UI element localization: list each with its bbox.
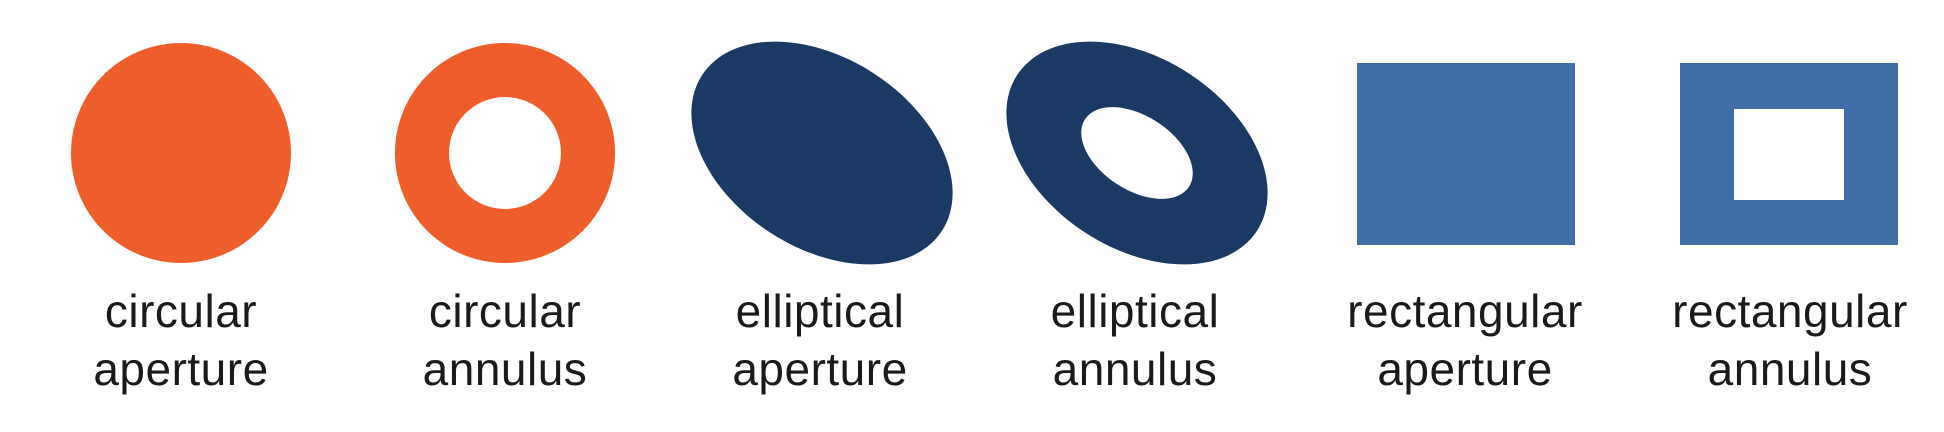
circular-annulus-shape <box>394 42 616 264</box>
circular-aperture-label-line1: circular <box>104 285 258 337</box>
elliptical-annulus-label: elliptical annulus <box>1005 282 1265 398</box>
elliptical-aperture-label-line2: aperture <box>732 343 908 395</box>
circular-aperture-label-line2: aperture <box>93 343 269 395</box>
circular-annulus-label: circular annulus <box>375 282 635 398</box>
circular-annulus-label-line2: annulus <box>422 343 588 395</box>
circular-aperture-shape <box>71 43 291 263</box>
elliptical-aperture-label-line1: elliptical <box>735 285 905 337</box>
rectangular-aperture-label-line2: aperture <box>1377 343 1553 395</box>
rectangular-aperture-label: rectangular aperture <box>1335 282 1595 398</box>
rectangular-aperture-shape <box>1357 63 1575 245</box>
rectangular-annulus-shape <box>1680 63 1898 245</box>
circular-aperture-label: circular aperture <box>51 282 311 398</box>
rectangular-annulus-label-line2: annulus <box>1707 343 1873 395</box>
elliptical-annulus-label-line1: elliptical <box>1050 285 1220 337</box>
elliptical-annulus-shape <box>1006 41 1268 265</box>
circular-annulus-label-line1: circular <box>428 285 582 337</box>
elliptical-aperture-label: elliptical aperture <box>690 282 950 398</box>
rectangular-annulus-label: rectangular annulus <box>1660 282 1920 398</box>
elliptical-annulus-label-line2: annulus <box>1052 343 1218 395</box>
elliptical-aperture-shape <box>691 41 953 265</box>
rectangular-annulus-label-line1: rectangular <box>1672 285 1908 337</box>
rectangular-aperture-label-line1: rectangular <box>1347 285 1583 337</box>
